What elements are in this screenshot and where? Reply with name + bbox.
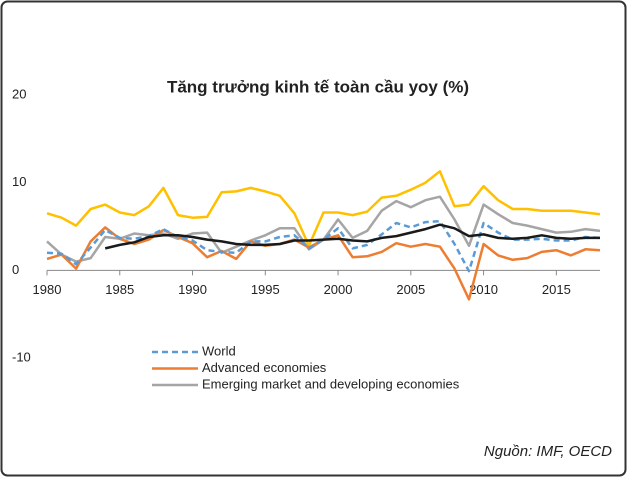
legend-label: Advanced economies (202, 360, 327, 375)
y-tick-label: 0 (12, 262, 19, 277)
x-tick-label: 1980 (33, 282, 62, 297)
x-tick-label: 1985 (105, 282, 134, 297)
legend-label: World (202, 343, 236, 358)
y-tick-label: -10 (12, 349, 31, 364)
series-line (104, 223, 600, 250)
series-line (46, 170, 601, 248)
y-tick-label: 20 (12, 86, 26, 101)
x-tick-label: 1995 (251, 282, 280, 297)
x-tick-label: 2015 (542, 282, 571, 297)
x-tick-label: 2005 (396, 282, 425, 297)
source: Nguồn: IMF, OECD (484, 443, 612, 460)
y-tick-label: 10 (12, 174, 26, 189)
x-tick-label: 2010 (469, 282, 498, 297)
x-tick-label: 1990 (178, 282, 207, 297)
x-tick-label: 2000 (324, 282, 353, 297)
chart-title: Tăng trưởng kinh tế toàn cầu yoy (%) (167, 77, 469, 96)
legend-label: Emerging market and developing economies (202, 376, 460, 391)
